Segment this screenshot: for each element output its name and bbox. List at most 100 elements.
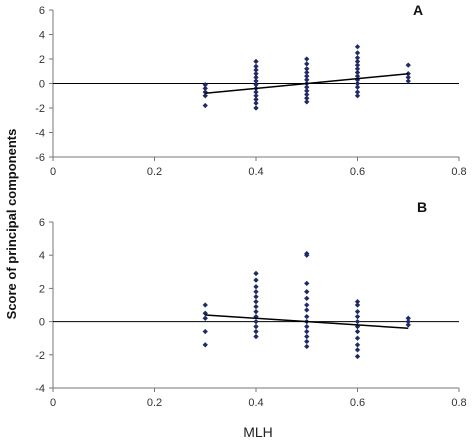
y-tick-label: -6: [35, 152, 45, 164]
data-point: [253, 293, 259, 300]
data-point: [303, 343, 310, 350]
data-point: [354, 298, 361, 305]
data-point: [354, 50, 361, 56]
y-tick-label: -2: [35, 350, 45, 362]
data-point: [354, 84, 361, 90]
y-tick-label: 0: [39, 79, 45, 91]
data-point: [253, 67, 259, 73]
data-point: [253, 81, 259, 88]
data-point: [253, 277, 259, 283]
y-tick-label: -4: [35, 128, 45, 140]
data-point: [253, 89, 259, 95]
data-point: [253, 308, 259, 315]
data-point: [354, 308, 361, 315]
data-point: [202, 89, 209, 95]
y-tick-label: 2: [39, 54, 45, 66]
data-point: [303, 295, 310, 302]
panel-b: -4 -2 0 2 4 6 0 0.2 0.4 0.6 0.8 B: [35, 199, 466, 409]
data-point: [253, 105, 259, 111]
data-point: [253, 92, 259, 99]
data-point: [253, 100, 259, 106]
x-tick-label: 0.2: [147, 166, 162, 178]
data-point: [405, 78, 412, 84]
data-point: [202, 81, 209, 88]
data-point: [303, 56, 310, 62]
data-point: [303, 99, 310, 105]
data-point: [253, 74, 259, 81]
data-point: [405, 315, 412, 322]
data-point: [303, 307, 310, 313]
data-point: [354, 62, 361, 68]
data-point: [253, 288, 259, 295]
data-point: [303, 95, 310, 101]
panel-label: A: [413, 2, 423, 18]
data-point: [303, 77, 310, 83]
y-tick-label: 4: [39, 250, 45, 262]
data-point: [253, 333, 259, 340]
data-point: [405, 318, 412, 325]
data-point: [354, 335, 361, 341]
data-point: [354, 313, 361, 320]
data-point: [354, 342, 361, 348]
x-tick-label: 0.4: [248, 166, 263, 178]
data-point: [303, 69, 310, 76]
data-point: [253, 283, 259, 290]
data-point: [253, 318, 259, 325]
data-point: [303, 313, 310, 320]
data-point: [253, 323, 259, 330]
data-point: [354, 43, 361, 50]
data-point: [253, 70, 259, 77]
data-point: [303, 333, 310, 340]
y-tick-label: -2: [35, 103, 45, 115]
data-point: [253, 298, 259, 305]
data-point: [303, 280, 310, 287]
y-tick-label: -4: [35, 383, 45, 395]
data-point: [303, 88, 310, 94]
x-tick-label: 0: [50, 166, 56, 178]
data-point: [202, 342, 209, 348]
data-point: [303, 91, 310, 98]
x-tick-label: 0.8: [451, 397, 466, 409]
data-point: [303, 302, 310, 308]
data-point: [405, 62, 412, 68]
data-point: [354, 55, 361, 61]
y-tick-label: 0: [39, 317, 45, 329]
data-point: [253, 270, 259, 277]
data-point: [354, 302, 361, 308]
data-point: [354, 318, 361, 325]
data-point: [253, 96, 259, 103]
trendline: [205, 72, 409, 95]
data-point: [354, 92, 361, 99]
data-point: [303, 288, 310, 295]
data-point: [202, 302, 209, 308]
data-point: [354, 328, 361, 335]
data-point: [303, 250, 310, 257]
y-axis-label: Score of principal components: [4, 129, 19, 320]
x-tick-label: 0.8: [451, 166, 466, 178]
data-point: [354, 58, 361, 65]
data-point: [202, 328, 209, 335]
y-tick-label: 6: [39, 217, 45, 229]
data-point: [405, 74, 412, 81]
panel-label: B: [417, 199, 427, 215]
data-point: [405, 322, 412, 328]
data-point: [202, 102, 209, 109]
data-point: [303, 323, 310, 330]
data-point: [303, 61, 310, 67]
data-point: [354, 353, 361, 360]
data-point: [253, 63, 259, 70]
data-point: [354, 347, 361, 353]
trendline: [205, 314, 409, 329]
y-tick-label: 6: [39, 5, 45, 17]
data-point: [303, 84, 310, 90]
data-point: [202, 315, 209, 322]
data-point: [354, 69, 361, 76]
data-point: [303, 328, 310, 335]
data-point: [253, 78, 259, 84]
data-point: [202, 85, 209, 92]
data-point: [202, 92, 209, 99]
x-axis-label: MLH: [243, 424, 273, 440]
y-tick-label: 4: [39, 30, 45, 42]
data-point: [354, 80, 361, 87]
